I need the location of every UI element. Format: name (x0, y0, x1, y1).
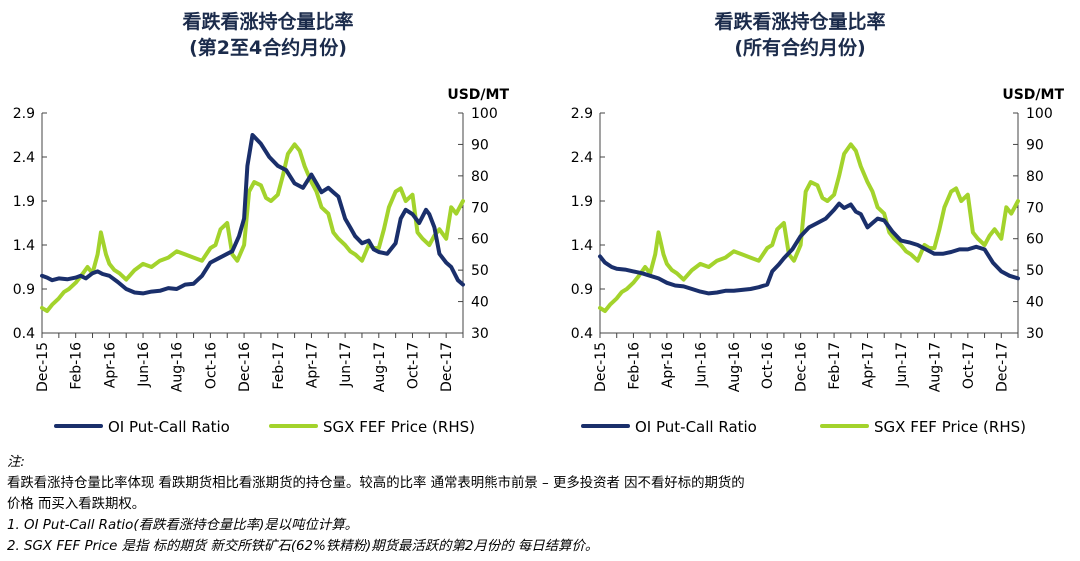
chart2-title: 看跌看涨持仓量比率 (713, 10, 885, 33)
notes-text-line-1: 看跌看涨持仓量比率体现 看跌期货相比看涨期货的持仓量。较高的比率 通常表明熊市前… (7, 476, 745, 491)
chart2-left-tick-label: 2.4 (571, 150, 593, 166)
chart2-x-tick-label: Apr-17 (861, 342, 877, 388)
chart1-subtitle: (第2至4合约月份) (189, 36, 347, 59)
chart2-x-tick-label: Oct-16 (760, 342, 776, 389)
chart1-x-tick-label: Dec-15 (35, 342, 51, 392)
chart2-x-tick-label: Dec-16 (794, 342, 810, 392)
note-item-1: 1. OI Put-Call Ratio(看跌看涨持仓量比率)是以吨位计算。 (7, 518, 359, 533)
chart2-right-tick-label: 70 (1026, 200, 1044, 216)
notes-heading: 注: (7, 455, 25, 470)
chart2-x-tick-label: Feb-17 (827, 342, 843, 390)
chart2-x-tick-label: Jun-17 (894, 342, 910, 388)
notes-text-line-2: 价格 而买入看跌期权。 (7, 497, 146, 512)
chart1-x-tick-label: Apr-17 (304, 342, 320, 388)
chart1-legend-label-put-call: OI Put-Call Ratio (108, 418, 230, 436)
chart1-x-tick-label: Feb-17 (271, 342, 287, 390)
chart2-left-tick-label: 1.9 (571, 194, 593, 210)
chart1-right-tick-label: 30 (471, 326, 489, 342)
chart2-right-tick-label: 40 (1026, 295, 1044, 311)
chart1-right-tick-label: 50 (471, 263, 489, 279)
chart1-right-tick-label: 70 (471, 200, 489, 216)
chart1-left-tick-label: 2.4 (13, 150, 35, 166)
chart1-x-tick-label: Dec-16 (237, 342, 253, 392)
chart2-right-tick-label: 30 (1026, 326, 1044, 342)
chart2-legend-label-fef: SGX FEF Price (RHS) (874, 418, 1026, 436)
chart1-put-call-ratio-line (40, 133, 465, 296)
chart1-legend-label-fef: SGX FEF Price (RHS) (323, 418, 475, 436)
chart2-fef-price-line (598, 142, 1020, 313)
chart1-group: 看跌看涨持仓量比率 (第2至4合约月份) 0.4 0.9 1.4 1.9 2.4 2.9 30 4… (13, 10, 510, 436)
chart1-x-tick-label: Oct-17 (405, 342, 421, 389)
chart1-left-tick-label: 1.4 (13, 238, 35, 254)
chart2-legend-label-put-call: OI Put-Call Ratio (635, 418, 757, 436)
chart1-right-tick-label: 60 (471, 232, 489, 248)
chart2-group: 看跌看涨持仓量比率 (所有合约月份) 0.4 0.9 1.4 1.9 2.4 2.9 30 40 5… (571, 10, 1065, 436)
chart2-right-tick-label: 80 (1026, 169, 1044, 185)
chart2-right-tick-label: 100 (1026, 106, 1053, 122)
chart2-x-tick-label: Jun-16 (693, 342, 709, 388)
chart2-x-tick-label: Apr-16 (660, 342, 676, 388)
chart1-fef-price-line (40, 142, 465, 313)
chart2-left-tick-label: 0.9 (571, 282, 593, 298)
chart1-x-tick-label: Jun-16 (136, 342, 152, 388)
chart1-left-tick-label: 0.9 (13, 282, 35, 298)
chart2-x-tick-label: Dec-17 (994, 342, 1010, 392)
chart1-x-tick-label: Apr-16 (102, 342, 118, 388)
chart2-right-tick-label: 50 (1026, 263, 1044, 279)
chart2-left-tick-label: 0.4 (571, 326, 593, 342)
chart1-left-tick-label: 0.4 (13, 326, 35, 342)
chart1-right-tick-label: 100 (471, 106, 498, 122)
chart1-x-tick-label: Aug-16 (170, 342, 186, 392)
chart1-right-axis-unit: USD/MT (447, 87, 509, 103)
chart1-left-tick-label: 2.9 (13, 106, 35, 122)
chart2-x-tick-label: Dec-15 (593, 342, 609, 392)
chart1-right-tick-label: 80 (471, 169, 489, 185)
notes-section: 注: 看跌看涨持仓量比率体现 看跌期货相比看涨期货的持仓量。较高的比率 通常表明… (7, 452, 1075, 557)
chart2-right-tick-label: 90 (1026, 137, 1044, 153)
chart1-x-tick-label: Jun-17 (338, 342, 354, 388)
charts-area: 看跌看涨持仓量比率 (第2至4合约月份) 0.4 0.9 1.4 1.9 2.4 2.9 30 4… (13, 10, 1065, 436)
note-item-2: 2. SGX FEF Price 是指 标的期货 新交所铁矿石(62%铁精粉)期… (7, 539, 599, 554)
chart1-x-tick-label: Feb-16 (69, 342, 85, 390)
chart2-x-tick-label: Oct-17 (961, 342, 977, 389)
chart2-put-call-ratio-line (598, 201, 1020, 296)
chart1-x-tick-label: Aug-17 (372, 342, 388, 392)
chart1-x-tick-label: Dec-17 (439, 342, 455, 392)
chart2-right-tick-label: 60 (1026, 232, 1044, 248)
chart1-title: 看跌看涨持仓量比率 (181, 10, 353, 33)
chart2-left-tick-label: 2.9 (571, 106, 593, 122)
chart1-left-tick-label: 1.9 (13, 194, 35, 210)
chart2-subtitle: (所有合约月份) (734, 36, 865, 59)
chart2-left-tick-label: 1.4 (571, 238, 593, 254)
chart1-right-tick-label: 40 (471, 295, 489, 311)
chart2-x-tick-label: Aug-16 (727, 342, 743, 392)
chart1-x-tick-label: Oct-16 (203, 342, 219, 389)
chart1-right-tick-label: 90 (471, 137, 489, 153)
chart2-right-axis-unit: USD/MT (1002, 87, 1064, 103)
chart2-x-tick-label: Aug-17 (927, 342, 943, 392)
chart2-x-tick-label: Feb-16 (626, 342, 642, 390)
